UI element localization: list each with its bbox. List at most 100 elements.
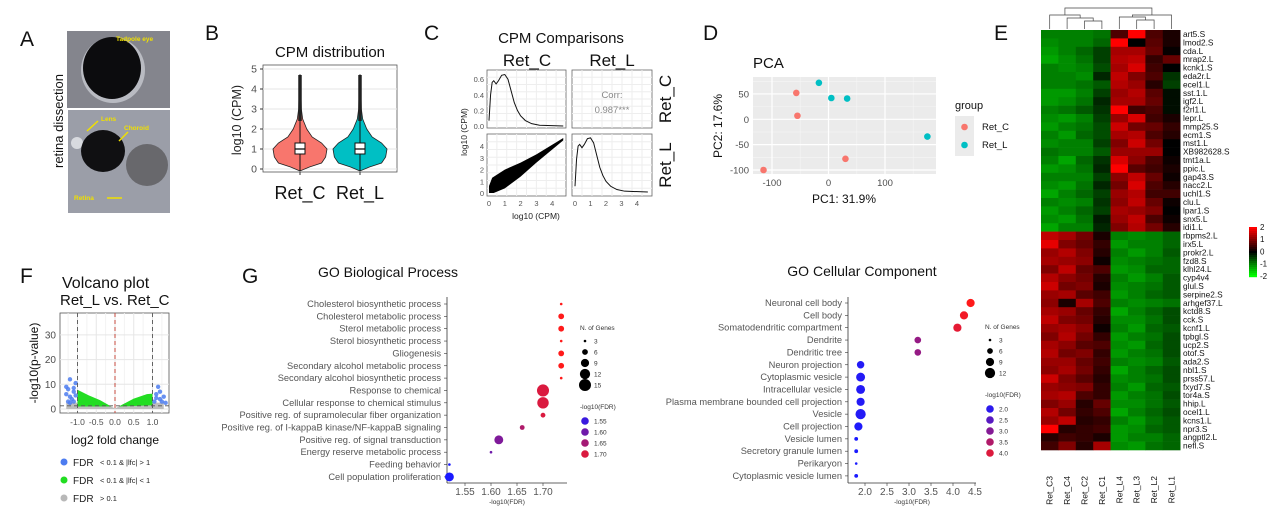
heatmap-cell [1075,282,1094,291]
heatmap-cell [1128,374,1146,384]
column-label: Ret_C2 [1080,476,1090,505]
heatmap-cell [1041,349,1059,358]
heatmap-cell [1041,147,1059,157]
colorbar-segment [1249,253,1257,256]
y-axis-label: log10 (CPM) [230,85,244,155]
heatmap-cell [1075,139,1094,148]
heatmap-cell [1075,240,1094,249]
go-term-label: Cellular response to chemical stimulus [282,398,441,408]
heatmap-cell [1093,298,1111,308]
go-term-dot [448,463,451,466]
heatmap-cell [1145,248,1164,258]
heatmap-cell [1128,139,1146,148]
colorbar-segment [1249,231,1257,234]
heatmap-cell [1110,72,1129,81]
heatmap-cell [1041,298,1059,308]
heatmap-cell [1162,38,1181,48]
heatmap-cell [1162,55,1181,64]
gene-label: mst1.L [1183,138,1208,148]
corr-value: 0.987*** [595,105,630,116]
heatmap-cell [1041,231,1059,241]
retina-dissection-label: retina dissection [51,74,66,168]
heatmap-cell [1162,198,1181,207]
lens [71,137,83,149]
heatmap-cell [1110,332,1129,342]
x-tick-label: 0 [487,199,491,208]
heatmap-cell [1093,231,1111,241]
x-tick-label: 3 [619,199,623,208]
heatmap-cell [1058,63,1077,73]
heatmap-cell [1041,46,1059,56]
x-category-label: Ret_L [336,183,384,204]
significant-low-lfc-points [118,393,153,407]
heatmap-cell [1162,206,1181,216]
heatmap-cell [1145,181,1164,190]
x-tick-label: 4.0 [946,487,960,498]
label-tadpole-eye: Tadpole eye [116,36,153,43]
heatmap-cell [1041,408,1059,417]
significant-high-lfc-point [65,399,71,404]
gene-label: clu.L [1183,197,1201,207]
heatmap-cell [1093,214,1111,224]
dendrogram-branch [1118,16,1146,29]
legend-label: FDR [73,458,94,469]
colorbar-segment [1249,227,1257,230]
heatmap-cell [1058,156,1077,165]
color-legend-label: 1.70 [594,452,607,459]
heatmap-cell [1162,332,1181,342]
heatmap-cell [1162,189,1181,199]
heatmap-cell [1058,130,1077,140]
heatmap-cell [1110,198,1129,207]
x-tick-label: 3 [534,199,538,208]
heatmap-cell [1075,357,1094,367]
heatmap-cell [1110,114,1129,123]
heatmap-cell [1110,340,1129,350]
go-term-label: Energy reserve metabolic process [300,447,441,457]
heatmap-cell [1128,198,1146,207]
heatmap-cell [1041,181,1059,190]
heatmap-cell [1041,122,1059,132]
heatmap-cell [1162,290,1181,300]
heatmap-cell [1162,273,1181,283]
x-tick-label: 4 [635,199,639,208]
x-tick-label: 2 [519,199,523,208]
heatmap-cell [1093,265,1111,274]
heatmap-cell [1093,139,1111,148]
heatmap-cell [1041,72,1059,81]
heatmap-cell [1162,424,1181,434]
significant-high-lfc-point [154,391,159,397]
heatmap-cell [1058,46,1077,56]
gene-label: cyp4v4 [1183,273,1210,283]
heatmap-cell [1162,97,1181,106]
heatmap-cell [1162,298,1181,308]
pca-point-Ret_C [792,89,800,97]
colorbar-tick-label: 2 [1260,223,1265,232]
legend-detail: > 0.1 [100,494,117,503]
heatmap-cell [1128,399,1146,409]
go-term-label: Vesicle [813,409,842,419]
panel-letter-b: B [205,22,219,45]
x-tick-label: 1.70 [533,487,553,498]
row-header: Ret_L [656,142,675,187]
x-tick-label: 2 [604,199,608,208]
heatmap-cell [1058,147,1077,157]
heatmap-cell [1075,223,1094,232]
heatmap-cell [1128,97,1146,106]
column-header: Ret_L [589,51,634,70]
go-term-label: Response to chemical [350,385,441,395]
heatmap-cell [1162,433,1181,442]
go-term-dot [558,325,565,332]
column-label: Ret_L1 [1167,476,1177,504]
heatmap-cell [1041,38,1059,48]
gene-label: ecel1.L [1183,79,1210,89]
heatmap-cell [1110,399,1129,409]
y-tick-label: 5 [251,64,257,76]
gene-label: ppic.L [1183,163,1206,173]
go-term-dot [558,362,565,369]
significant-high-lfc-point [163,400,168,406]
heatmap-cell [1145,315,1164,325]
y-tick-label: 50 [738,89,749,100]
go-term-dot [559,339,563,343]
y-tick-label: 20 [45,355,57,366]
go-term-label: Positive reg. of I-kappaB kinase/NF-kapp… [221,423,441,433]
